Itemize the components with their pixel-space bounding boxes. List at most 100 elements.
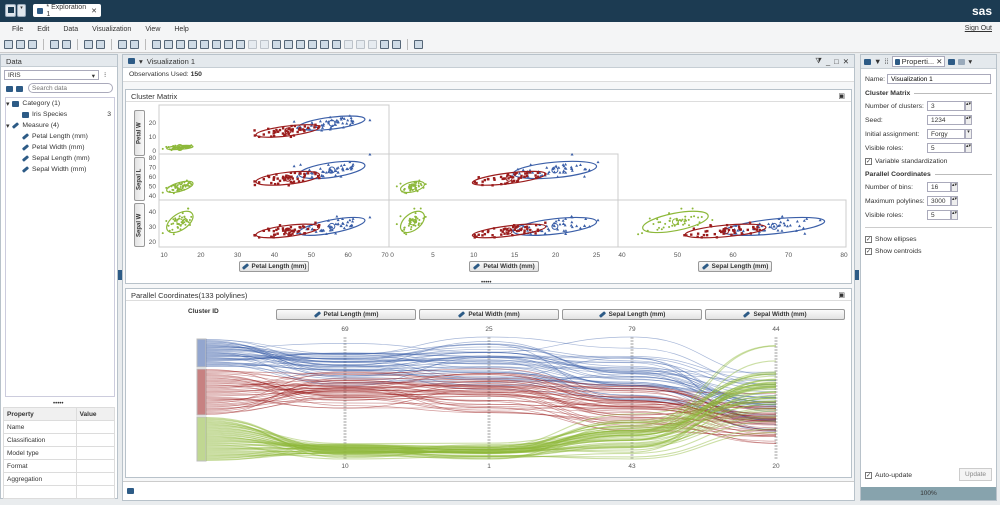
axis-button-sepal-width[interactable]: Sepal Width (mm)	[705, 309, 845, 320]
histogram-icon[interactable]	[188, 39, 197, 49]
heatmap-icon[interactable]	[284, 39, 293, 49]
visible-roles-spinner[interactable]: 5 ▴▾	[927, 143, 972, 153]
rank-tab-icon[interactable]: ⁞⁞	[884, 57, 889, 66]
home-menu-button[interactable]: ▾	[17, 4, 26, 17]
forecast-icon[interactable]	[356, 39, 365, 49]
tree-item-sepal-width[interactable]: Sepal Width (mm)	[6, 164, 114, 175]
table-row[interactable]: Classification	[3, 433, 116, 447]
chevron-down-icon[interactable]: ▾	[139, 56, 143, 66]
splitter-handle[interactable]: •••••	[481, 280, 492, 286]
tab-exploration[interactable]: * Exploration 1 ✕	[33, 4, 101, 18]
geo-icon[interactable]	[296, 39, 305, 49]
seed-spinner[interactable]: 1234 ▴▾	[927, 115, 972, 125]
add-icon[interactable]	[130, 39, 139, 49]
home-button[interactable]	[5, 4, 16, 17]
page-icon[interactable]	[84, 39, 93, 49]
variable-standardization-checkbox[interactable]: ✓ Variable standardization	[865, 155, 992, 167]
crosstab-icon[interactable]	[176, 39, 185, 49]
data-menu-icon[interactable]: ⁝	[104, 72, 107, 79]
maximize-icon[interactable]: ▣	[838, 292, 845, 299]
comments-tab-icon[interactable]	[948, 58, 956, 65]
visible-roles-value[interactable]: 5	[927, 143, 965, 153]
spinner-arrows-icon[interactable]: ▴▾	[965, 115, 972, 125]
pc-visible-roles-spinner[interactable]: 5 ▴▾	[927, 210, 958, 220]
auto-update-checkbox[interactable]: ✓ Auto-update	[865, 469, 912, 481]
page-list-icon[interactable]	[127, 488, 134, 494]
num-clusters-value[interactable]: 3	[927, 101, 965, 111]
axis-button-petal-length[interactable]: Petal Length (mm)	[276, 309, 416, 320]
column-label-petal-width[interactable]: Petal Width (mm)	[469, 261, 539, 272]
warning-icon[interactable]	[344, 39, 353, 49]
num-clusters-spinner[interactable]: 3 ▴▾	[927, 101, 972, 111]
maximize-icon[interactable]: ▣	[838, 93, 845, 100]
undo-icon[interactable]	[50, 39, 59, 49]
row-label-sepal-length[interactable]: Sepal L	[134, 157, 145, 201]
show-centroids-checkbox[interactable]: ✓ Show centroids	[865, 245, 992, 257]
new-exploration-icon[interactable]	[4, 39, 13, 49]
duplicate-item-icon[interactable]	[16, 86, 23, 92]
spinner-arrows-icon[interactable]: ▴▾	[965, 143, 972, 153]
menu-view[interactable]: View	[145, 25, 161, 33]
table-icon[interactable]	[164, 39, 173, 49]
max-polylines-spinner[interactable]: 3000 ▴▾	[927, 196, 958, 206]
tree-item-sepal-length[interactable]: Sepal Length (mm)	[6, 153, 114, 164]
scatter-icon[interactable]	[212, 39, 221, 49]
tree-item-petal-length[interactable]: Petal Length (mm)	[6, 131, 114, 142]
cluster-icon[interactable]	[380, 39, 389, 49]
axis-button-petal-width[interactable]: Petal Width (mm)	[419, 309, 559, 320]
menu-edit[interactable]: Edit	[37, 25, 50, 33]
search-data-input[interactable]	[28, 83, 113, 93]
collapse-right-handle[interactable]	[855, 270, 859, 280]
styles-tab-icon[interactable]	[958, 58, 966, 65]
table-row[interactable]: Aggregation	[3, 472, 116, 486]
show-ellipses-checkbox[interactable]: ✓ Show ellipses	[865, 233, 992, 245]
settings-icon[interactable]	[414, 39, 423, 49]
tab-properties[interactable]: Properti... ✕	[891, 56, 946, 67]
update-button[interactable]: Update	[959, 468, 992, 481]
line-chart-icon[interactable]	[200, 39, 209, 49]
max-polylines-value[interactable]: 3000	[927, 196, 951, 206]
redo-icon[interactable]	[62, 39, 71, 49]
parallel-coords-icon[interactable]	[392, 39, 401, 49]
matrix-icon[interactable]	[368, 39, 377, 49]
chart-disabled-icon[interactable]	[260, 39, 269, 49]
collapse-left-handle[interactable]	[118, 270, 122, 280]
initial-assignment-select[interactable]: Forgy ▾	[927, 129, 972, 139]
sign-out-link[interactable]: Sign Out	[964, 25, 992, 32]
x-disabled-icon[interactable]	[248, 39, 257, 49]
bins-spinner[interactable]: 16 ▴▾	[927, 182, 958, 192]
treemap-icon[interactable]	[308, 39, 317, 49]
network-icon[interactable]	[236, 39, 245, 49]
splitter-handle[interactable]: •••••	[53, 401, 64, 407]
menu-data[interactable]: Data	[63, 25, 79, 33]
filter-icon[interactable]: ⧩	[815, 56, 822, 65]
table-row[interactable]: Model type	[3, 446, 116, 460]
menu-visualization[interactable]: Visualization	[92, 25, 132, 33]
duplicate-icon[interactable]	[96, 39, 105, 49]
tree-item-petal-width[interactable]: Petal Width (mm)	[6, 142, 114, 153]
chevron-down-icon[interactable]: ▾	[965, 129, 972, 139]
menu-help[interactable]: Help	[174, 25, 189, 33]
spinner-arrows-icon[interactable]: ▴▾	[965, 101, 972, 111]
minimize-icon[interactable]: _	[826, 56, 831, 66]
box-plot-icon[interactable]	[272, 39, 281, 49]
chevron-down-icon[interactable]: ▾	[968, 57, 973, 66]
bubble-icon[interactable]	[224, 39, 233, 49]
tree-item-iris-species[interactable]: Iris Species 3	[6, 109, 114, 120]
table-row[interactable]: Format	[3, 459, 116, 473]
table-row[interactable]: Name	[3, 420, 116, 434]
column-label-petal-length[interactable]: Petal Length (mm)	[239, 261, 309, 272]
close-icon[interactable]: ✕	[842, 56, 849, 66]
correlation-icon[interactable]	[320, 39, 329, 49]
seed-value[interactable]: 1234	[927, 115, 965, 125]
spinner-arrows-icon[interactable]: ▴▾	[951, 182, 958, 192]
row-label-sepal-width[interactable]: Sepal W	[134, 203, 145, 247]
pointer-icon[interactable]	[118, 39, 127, 49]
axis-button-sepal-length[interactable]: Sepal Length (mm)	[562, 309, 702, 320]
new-data-item-icon[interactable]	[6, 86, 13, 92]
spinner-arrows-icon[interactable]: ▴▾	[951, 210, 958, 220]
close-icon[interactable]: ✕	[936, 57, 943, 66]
save-icon[interactable]	[28, 39, 37, 49]
filter-tab-icon[interactable]: ▼	[874, 57, 882, 66]
menu-file[interactable]: File	[12, 25, 24, 33]
